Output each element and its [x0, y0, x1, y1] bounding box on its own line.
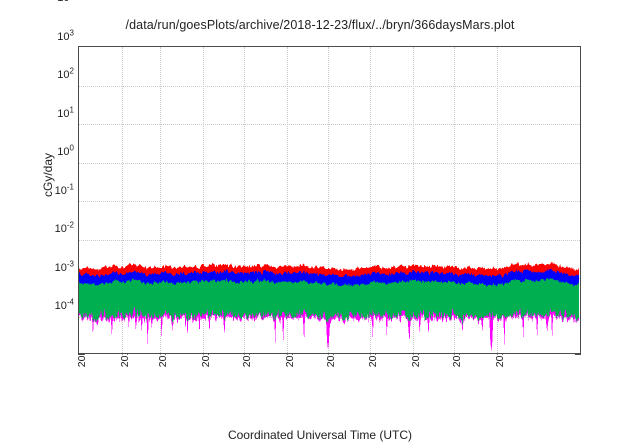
data-series-layer: [79, 261, 580, 352]
vertical-gridline: [327, 47, 329, 353]
vertical-gridline: [496, 47, 498, 353]
plot-frame: [78, 46, 581, 354]
y-tick-label: 103: [57, 27, 74, 43]
y-tick-label: 10-2: [54, 220, 74, 235]
y-tick-label: 10-4: [54, 297, 74, 312]
y-tick-label: 101: [57, 104, 74, 120]
series-band-magenta: [79, 307, 580, 352]
horizontal-gridline: [79, 201, 580, 202]
vertical-gridline: [454, 47, 456, 353]
vertical-gridline: [412, 47, 414, 353]
y-tick-label: 10-3: [54, 258, 74, 274]
series-band-red: [79, 261, 580, 278]
horizontal-gridline: [79, 239, 580, 241]
horizontal-gridline: [79, 124, 580, 125]
y-axis-tick-labels: 104 103 102 101 100 10-1 10-2 10-3 10-4: [26, 0, 74, 312]
y-tick-mark: [575, 354, 581, 355]
vertical-gridline: [370, 47, 372, 353]
y-tick-label: 104: [32, 0, 74, 4]
vertical-gridline: [121, 47, 123, 353]
y-tick-label: 10-1: [54, 181, 74, 197]
y-tick-label: 102: [57, 66, 74, 81]
vertical-gridline: [160, 47, 162, 353]
page-title: /data/run/goesPlots/archive/2018-12-23/f…: [125, 18, 515, 32]
series-band-blue: [79, 268, 580, 287]
vertical-gridline: [286, 47, 288, 353]
horizontal-gridline: [79, 162, 580, 164]
series-band-green: [79, 277, 580, 327]
horizontal-gridline: [79, 85, 580, 87]
vertical-gridline: [202, 47, 204, 353]
y-tick-mark: [78, 354, 84, 355]
x-axis-label: Coordinated Universal Time (UTC): [227, 428, 413, 442]
y-tick-label: 100: [57, 143, 74, 158]
vertical-gridline: [243, 47, 245, 353]
